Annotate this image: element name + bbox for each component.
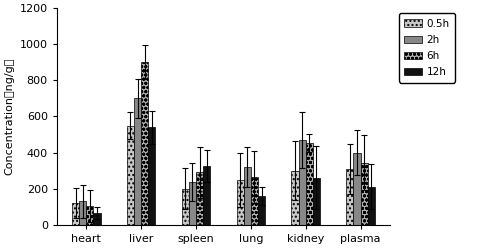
Bar [292,171,298,225]
Bar [196,172,203,225]
Bar [141,62,148,225]
Bar [86,206,94,225]
Bar [346,169,354,225]
Bar [189,182,196,225]
Bar [79,201,86,225]
Legend: 0.5h, 2h, 6h, 12h: 0.5h, 2h, 6h, 12h [398,13,455,83]
Bar [134,98,141,225]
Bar [368,187,375,225]
Bar [127,125,134,225]
Bar [72,203,79,225]
Bar [313,178,320,225]
Bar [148,127,156,225]
Bar [258,196,265,225]
Y-axis label: Concentration（ng/g）: Concentration（ng/g） [4,58,14,175]
Bar [236,180,244,225]
Bar [182,189,189,225]
Bar [251,177,258,225]
Bar [298,140,306,225]
Bar [354,153,360,225]
Bar [203,166,210,225]
Bar [94,213,100,225]
Bar [360,162,368,225]
Bar [244,167,251,225]
Bar [306,143,313,225]
